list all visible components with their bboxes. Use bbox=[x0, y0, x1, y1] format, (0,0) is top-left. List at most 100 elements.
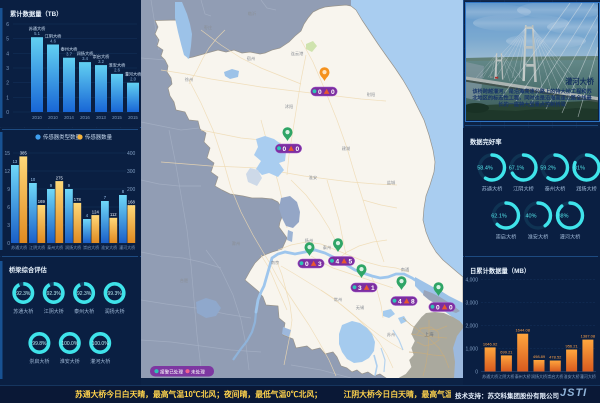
svg-text:2013: 2013 bbox=[96, 115, 106, 120]
svg-text:112: 112 bbox=[110, 212, 117, 217]
svg-text:8: 8 bbox=[411, 298, 415, 305]
svg-text:江阴大桥: 江阴大桥 bbox=[498, 373, 514, 379]
svg-text:7: 7 bbox=[104, 195, 107, 200]
svg-text:0: 0 bbox=[6, 110, 9, 116]
svg-text:未处理: 未处理 bbox=[191, 369, 205, 376]
svg-text:9: 9 bbox=[50, 183, 53, 188]
svg-text:4: 4 bbox=[398, 298, 402, 305]
svg-text:临沂: 临沂 bbox=[248, 10, 256, 17]
svg-text:8: 8 bbox=[122, 189, 125, 194]
svg-text:3: 3 bbox=[7, 223, 10, 229]
svg-text:宿州: 宿州 bbox=[247, 55, 255, 62]
svg-text:南京: 南京 bbox=[271, 259, 279, 266]
svg-text:275: 275 bbox=[56, 175, 64, 180]
svg-text:59.2%: 59.2% bbox=[540, 166, 556, 172]
svg-text:泰州大桥: 泰州大桥 bbox=[61, 46, 79, 53]
svg-text:3.7: 3.7 bbox=[66, 52, 72, 57]
svg-text:润扬大桥: 润扬大桥 bbox=[576, 185, 598, 193]
svg-text:润扬大桥: 润扬大桥 bbox=[531, 373, 547, 379]
svg-text:99.3%: 99.3% bbox=[108, 291, 123, 297]
svg-text:常州: 常州 bbox=[334, 296, 342, 303]
svg-text:扬州: 扬州 bbox=[305, 237, 313, 244]
svg-text:169: 169 bbox=[38, 199, 46, 204]
svg-text:江阴大桥: 江阴大桥 bbox=[45, 32, 63, 39]
svg-text:0: 0 bbox=[7, 241, 10, 247]
svg-text:0: 0 bbox=[305, 261, 309, 268]
svg-text:10: 10 bbox=[31, 177, 36, 182]
svg-text:上海: 上海 bbox=[424, 331, 434, 338]
svg-text:盐城: 盐城 bbox=[387, 179, 396, 186]
svg-text:泰州大桥: 泰州大桥 bbox=[74, 308, 94, 315]
svg-text:数据完好率: 数据完好率 bbox=[470, 137, 502, 146]
svg-text:润扬大桥: 润扬大桥 bbox=[105, 308, 125, 315]
svg-text:4.6: 4.6 bbox=[50, 38, 56, 43]
svg-text:泰州大桥: 泰州大桥 bbox=[47, 244, 63, 250]
svg-text:传感器数量: 传感器数量 bbox=[85, 133, 113, 141]
svg-text:泰州: 泰州 bbox=[323, 244, 331, 250]
svg-text:178: 178 bbox=[74, 197, 82, 202]
svg-text:崇启大桥: 崇启大桥 bbox=[496, 233, 518, 241]
svg-text:0: 0 bbox=[318, 89, 322, 96]
svg-text:5: 5 bbox=[348, 258, 352, 265]
svg-text:淮安大桥: 淮安大桥 bbox=[564, 373, 580, 379]
svg-text:该桥跨越灌河，是沿海高速公路上的特大桥工程和苏: 该桥跨越灌河，是沿海高速公路上的特大桥工程和苏 bbox=[472, 87, 592, 95]
svg-text:2,000: 2,000 bbox=[465, 323, 478, 329]
svg-text:92.3%: 92.3% bbox=[16, 291, 31, 297]
svg-text:累计数据量（TB）: 累计数据量（TB） bbox=[10, 9, 62, 18]
svg-text:4,000: 4,000 bbox=[465, 277, 478, 283]
svg-text:润扬大桥: 润扬大桥 bbox=[77, 50, 95, 57]
svg-text:12: 12 bbox=[4, 169, 10, 175]
svg-text:1046.92: 1046.92 bbox=[483, 341, 498, 346]
svg-text:4: 4 bbox=[86, 213, 89, 218]
svg-text:3.2: 3.2 bbox=[98, 59, 104, 64]
svg-text:南通: 南通 bbox=[401, 266, 410, 273]
svg-text:苏通大桥: 苏通大桥 bbox=[482, 373, 498, 379]
svg-text:崇启大桥: 崇启大桥 bbox=[29, 358, 49, 365]
svg-text:2010: 2010 bbox=[32, 115, 42, 120]
svg-text:168: 168 bbox=[128, 199, 136, 204]
svg-text:3: 3 bbox=[358, 285, 362, 292]
svg-text:2010: 2010 bbox=[48, 115, 58, 120]
svg-text:崇启大桥: 崇启大桥 bbox=[547, 373, 563, 379]
svg-text:92.3%: 92.3% bbox=[47, 291, 62, 297]
svg-text:6: 6 bbox=[7, 205, 10, 211]
svg-text:385: 385 bbox=[20, 151, 28, 156]
svg-text:建湖: 建湖 bbox=[342, 145, 350, 152]
svg-text:枣庄: 枣庄 bbox=[204, 24, 212, 31]
svg-text:北地区的标志性工程，同时也是沿海高速公路全线最: 北地区的标志性工程，同时也是沿海高速公路全线最 bbox=[472, 94, 592, 102]
svg-text:2016: 2016 bbox=[80, 115, 90, 120]
svg-text:苏州: 苏州 bbox=[387, 331, 395, 338]
svg-text:300: 300 bbox=[127, 169, 136, 175]
svg-text:3.4: 3.4 bbox=[82, 56, 88, 61]
svg-text:江阴大桥: 江阴大桥 bbox=[29, 244, 45, 250]
svg-text:0: 0 bbox=[436, 304, 440, 311]
svg-text:灌河大桥: 灌河大桥 bbox=[580, 373, 596, 379]
svg-text:58.4%: 58.4% bbox=[477, 166, 493, 172]
svg-text:淮安大桥: 淮安大桥 bbox=[60, 358, 80, 365]
svg-text:桥梁综合评估: 桥梁综合评估 bbox=[9, 265, 47, 274]
svg-text:100.0%: 100.0% bbox=[61, 341, 79, 347]
svg-text:699.21: 699.21 bbox=[500, 349, 513, 354]
svg-text:无锡: 无锡 bbox=[356, 304, 364, 311]
svg-text:长的一座特大型重点控制桥梁: 长的一座特大型重点控制桥梁 bbox=[498, 100, 566, 108]
svg-text:0: 0 bbox=[282, 146, 286, 153]
svg-text:200: 200 bbox=[127, 187, 136, 193]
svg-text:苏通大桥: 苏通大桥 bbox=[482, 185, 504, 193]
svg-text:2014: 2014 bbox=[64, 115, 74, 120]
svg-text:淮安: 淮安 bbox=[309, 174, 317, 181]
svg-text:3: 3 bbox=[318, 261, 322, 268]
svg-text:13: 13 bbox=[13, 159, 18, 164]
svg-text:淮安大桥: 淮安大桥 bbox=[109, 62, 127, 69]
svg-text:92.3%: 92.3% bbox=[77, 291, 92, 297]
svg-text:沭阳: 沭阳 bbox=[285, 103, 293, 110]
svg-text:1: 1 bbox=[371, 285, 375, 292]
svg-text:400: 400 bbox=[127, 151, 136, 157]
svg-text:淮安大桥: 淮安大桥 bbox=[528, 233, 550, 241]
svg-text:1: 1 bbox=[6, 95, 9, 101]
svg-text:4: 4 bbox=[335, 258, 339, 265]
svg-text:100.0%: 100.0% bbox=[92, 341, 110, 347]
svg-text:3,000: 3,000 bbox=[465, 300, 478, 306]
svg-text:灌河大桥: 灌河大桥 bbox=[90, 358, 110, 365]
svg-text:2.6: 2.6 bbox=[114, 68, 120, 73]
svg-text:连云港: 连云港 bbox=[291, 50, 304, 57]
